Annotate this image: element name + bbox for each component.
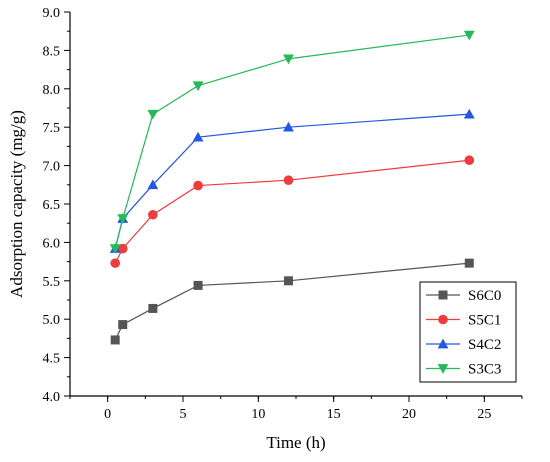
x-axis-title: Time (h): [266, 433, 325, 452]
data-point-s3c3: [117, 214, 129, 224]
data-point-s3c3: [109, 244, 121, 254]
data-point-s3c3: [147, 109, 159, 120]
x-tick-label: 15: [327, 407, 341, 422]
x-tick-label: 25: [477, 407, 491, 422]
data-point-s6c0: [464, 258, 474, 268]
legend-marker-s4c2: [437, 338, 449, 349]
data-point-s3c3: [192, 81, 204, 92]
legend-label-s4c2: S4C2: [468, 337, 501, 353]
data-point-s6c0: [193, 280, 203, 290]
x-tick-label: 10: [251, 407, 265, 422]
y-tick-label: 4.5: [43, 352, 61, 367]
data-point-s5c1: [148, 209, 158, 220]
legend-marker-s3c3: [437, 364, 449, 374]
data-point-s6c0: [283, 276, 293, 286]
legend-label-s5c1: S5C1: [468, 313, 501, 329]
series-line-s5c1: [114, 159, 470, 264]
series-s5c1: [110, 155, 475, 268]
series-layer: [109, 30, 475, 345]
series-s6c0: [110, 258, 474, 345]
y-tick-label: 7.0: [43, 160, 61, 175]
x-tick-label: 5: [180, 407, 187, 422]
data-point-s4c2: [283, 121, 294, 132]
legend-marker-s5c1: [438, 314, 448, 325]
legend-item-s4c2: S4C2: [426, 337, 501, 353]
legend-item-s3c3: S3C3: [426, 362, 501, 378]
y-tick-label: 4.0: [43, 390, 61, 405]
data-point-s5c1: [464, 155, 475, 166]
data-point-s4c2: [192, 131, 204, 142]
y-tick-label: 5.0: [43, 313, 61, 328]
y-tick-label: 5.5: [43, 275, 61, 290]
series-line-s6c0: [114, 262, 470, 341]
legend-item-s5c1: S5C1: [426, 313, 501, 329]
legend-label-s6c0: S6C0: [468, 288, 501, 304]
y-tick-label: 8.0: [43, 83, 61, 98]
legend-label-s3c3: S3C3: [468, 362, 501, 378]
legend-box: [419, 281, 517, 383]
x-tick-label: 20: [402, 407, 416, 422]
series-line-s3c3: [114, 34, 470, 249]
legend-item-s6c0: S6C0: [426, 288, 501, 304]
y-tick-label: 6.5: [43, 198, 61, 213]
legend: S6C0 S5C1 S4C2 S3C3: [419, 281, 517, 383]
data-point-s6c0: [148, 303, 158, 313]
data-point-s5c1: [283, 175, 294, 185]
y-tick-label: 8.5: [43, 44, 61, 59]
y-axis-title: Adsorption capacity (mg/g): [7, 110, 26, 298]
data-point-s4c2: [463, 108, 475, 119]
series-s3c3: [109, 30, 475, 254]
x-tick-label: 0: [104, 407, 111, 422]
x-axis-ticks: 0 5 10 15 20 25: [69, 396, 523, 422]
data-point-s5c1: [117, 243, 128, 254]
y-tick-label: 9.0: [43, 6, 61, 21]
data-point-s3c3: [463, 30, 475, 41]
data-point-s4c2: [147, 179, 159, 190]
data-point-s6c0: [118, 320, 128, 330]
data-point-s5c1: [193, 180, 203, 191]
data-point-s5c1: [110, 258, 120, 268]
legend-marker-s6c0: [438, 290, 448, 300]
y-tick-label: 7.5: [43, 121, 61, 136]
data-point-s6c0: [110, 335, 120, 345]
data-point-s3c3: [283, 54, 294, 65]
y-tick-label: 6.0: [43, 236, 61, 251]
y-axis-ticks: 4.0 4.5 5.0 5.5 6.0 6.5 7.0 7.5 8.0 8.5 9.0: [43, 6, 70, 405]
